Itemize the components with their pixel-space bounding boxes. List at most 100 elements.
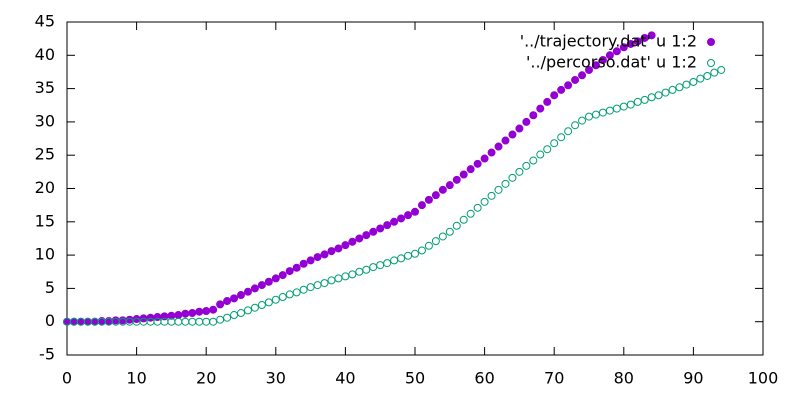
point — [459, 215, 468, 224]
point — [264, 298, 273, 307]
point — [223, 313, 232, 322]
point — [202, 307, 211, 316]
point — [376, 261, 385, 270]
point — [612, 47, 621, 56]
point — [250, 303, 259, 312]
point — [466, 209, 475, 218]
point — [362, 265, 371, 274]
x-tick-label: 50 — [405, 369, 425, 388]
point — [438, 232, 447, 241]
point — [341, 272, 350, 281]
point — [174, 317, 183, 326]
y-tick-label: 30 — [35, 111, 55, 130]
y-tick-label: 35 — [35, 78, 55, 97]
point — [404, 211, 413, 220]
point — [626, 39, 635, 48]
point — [278, 271, 287, 280]
point — [237, 291, 245, 300]
point — [230, 311, 239, 320]
point — [181, 309, 190, 318]
point — [452, 175, 461, 184]
point — [348, 270, 357, 279]
point — [487, 148, 496, 157]
legend-marker — [707, 59, 715, 67]
y-tick-label: 15 — [35, 211, 55, 230]
point — [327, 276, 336, 285]
point — [668, 85, 677, 94]
point — [411, 207, 419, 216]
point — [243, 306, 252, 315]
point — [529, 156, 538, 165]
point — [564, 127, 573, 136]
point — [397, 214, 406, 223]
x-tick-label: 20 — [196, 369, 216, 388]
point — [355, 267, 364, 276]
point — [320, 279, 329, 288]
point — [536, 150, 545, 159]
point — [585, 65, 593, 74]
point — [237, 309, 245, 318]
y-tick-label: 5 — [45, 278, 55, 297]
point — [452, 221, 461, 230]
point — [209, 317, 218, 326]
point — [306, 256, 315, 265]
point — [619, 102, 628, 111]
y-tick-label: 10 — [35, 245, 55, 264]
point — [362, 231, 371, 240]
point — [717, 65, 726, 74]
point — [390, 217, 399, 226]
point — [195, 317, 204, 326]
point — [390, 256, 399, 265]
point — [494, 185, 503, 194]
y-tick-label: -5 — [39, 345, 55, 364]
point — [285, 267, 294, 276]
point — [522, 161, 531, 170]
legend-marker — [707, 38, 715, 46]
point — [424, 241, 433, 250]
point — [522, 117, 531, 126]
point — [278, 293, 287, 302]
point — [473, 203, 482, 212]
point — [243, 287, 252, 296]
point — [320, 250, 329, 259]
point — [313, 281, 322, 290]
x-tick-label: 10 — [126, 369, 146, 388]
point — [292, 263, 301, 272]
point — [174, 311, 183, 320]
point — [383, 221, 392, 230]
point — [445, 181, 454, 190]
point — [487, 191, 496, 200]
point — [598, 55, 607, 64]
point — [571, 75, 580, 84]
point — [369, 263, 378, 272]
point — [710, 68, 719, 77]
point — [626, 100, 635, 109]
point — [480, 197, 489, 206]
point — [543, 97, 552, 106]
point — [494, 142, 503, 151]
point — [543, 145, 552, 154]
point — [195, 307, 204, 316]
point — [230, 294, 239, 303]
x-tick-label: 40 — [335, 369, 355, 388]
x-tick-label: 70 — [544, 369, 564, 388]
point — [383, 259, 392, 268]
point — [508, 130, 517, 139]
point — [417, 201, 426, 210]
point — [640, 33, 649, 42]
point — [216, 315, 225, 324]
point — [411, 249, 419, 258]
point — [271, 295, 280, 304]
point — [515, 167, 524, 176]
point — [571, 121, 580, 130]
point — [647, 31, 656, 40]
point — [181, 317, 190, 326]
point — [703, 71, 712, 80]
point — [355, 234, 364, 243]
point — [209, 305, 218, 314]
point — [640, 95, 649, 104]
point — [257, 281, 266, 290]
plot-frame — [66, 21, 764, 356]
point — [445, 227, 454, 236]
